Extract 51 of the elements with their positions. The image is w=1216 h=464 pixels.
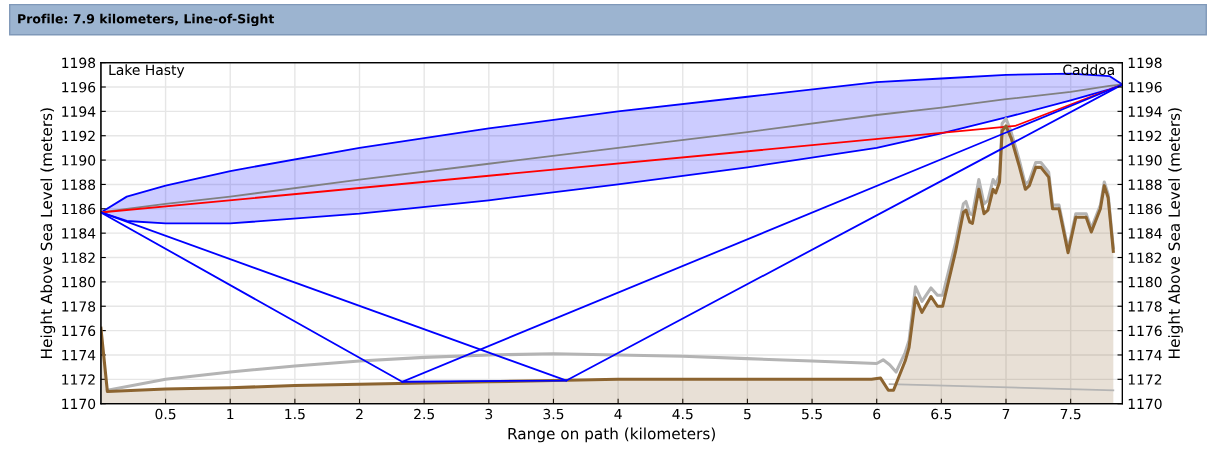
y2-axis-title: Height Above Sea Level (meters): [1168, 108, 1183, 358]
y-tick-label: 1198: [62, 57, 96, 69]
x-axis-title: Range on path (kilometers): [508, 427, 715, 443]
y-tick-label: 1182: [62, 252, 95, 263]
x-tick-label: 3.5: [543, 408, 564, 420]
x-tick-label: 7.5: [1060, 408, 1081, 420]
y-tick-label: 1196: [62, 81, 96, 93]
x-tick-label: 5.5: [802, 408, 822, 420]
y-tick-label: 1180: [62, 276, 96, 288]
y2-tick-label: 1182: [1128, 252, 1162, 263]
x-tick-label: 3: [485, 408, 493, 420]
y2-tick-label: 1178: [1128, 301, 1162, 312]
y2-tick-label: 1196: [1128, 81, 1162, 93]
annotation: Lake Hasty: [109, 64, 185, 78]
y-tick-label: 1178: [62, 301, 96, 312]
x-tick-label: 6: [873, 408, 881, 420]
x-tick-label: 2.5: [414, 408, 434, 420]
y-tick-label: 1174: [62, 350, 96, 361]
y-axis-title: Height Above Sea Level (meters): [40, 108, 56, 358]
y2-tick-label: 1176: [1128, 325, 1162, 337]
x-tick-label: 1.5: [285, 408, 305, 420]
x-tick-label: 0.5: [155, 408, 176, 420]
x-tick-label: 4.5: [672, 408, 693, 420]
y2-tick-label: 1184: [1128, 228, 1162, 239]
y2-tick-label: 1186: [1128, 203, 1162, 215]
y2-tick-label: 1192: [1128, 130, 1162, 142]
y-tick-label: 1176: [62, 325, 96, 337]
y-tick-label: 1170: [62, 398, 96, 410]
y2-tick-label: 1198: [1128, 57, 1162, 69]
x-tick-label: 1: [227, 408, 234, 420]
y2-tick-label: 1170: [1128, 398, 1162, 410]
annotation: Caddoa: [1063, 64, 1114, 76]
y-tick-label: 1194: [62, 106, 96, 117]
y-tick-label: 1184: [62, 228, 96, 239]
x-tick-label: 4: [614, 408, 622, 420]
y2-tick-label: 1174: [1128, 350, 1162, 361]
y-tick-label: 1190: [62, 155, 96, 166]
y2-tick-label: 1172: [1128, 374, 1162, 385]
x-tick-label: 7: [1002, 408, 1010, 420]
y-tick-label: 1192: [62, 130, 95, 142]
y-tick-label: 1186: [62, 203, 96, 215]
y-tick-label: 1172: [62, 374, 95, 385]
y2-tick-label: 1194: [1128, 106, 1162, 117]
x-tick-label: 6.5: [931, 408, 952, 420]
x-tick-label: 2: [356, 408, 363, 420]
chart-title: Profile: 7.9 kilometers, Line-of-Sight: [18, 13, 275, 27]
y2-tick-label: 1190: [1128, 155, 1162, 166]
y2-tick-label: 1180: [1128, 276, 1162, 288]
x-tick-label: 5: [744, 408, 751, 420]
y2-tick-label: 1188: [1128, 179, 1162, 190]
y-tick-label: 1188: [62, 179, 96, 190]
